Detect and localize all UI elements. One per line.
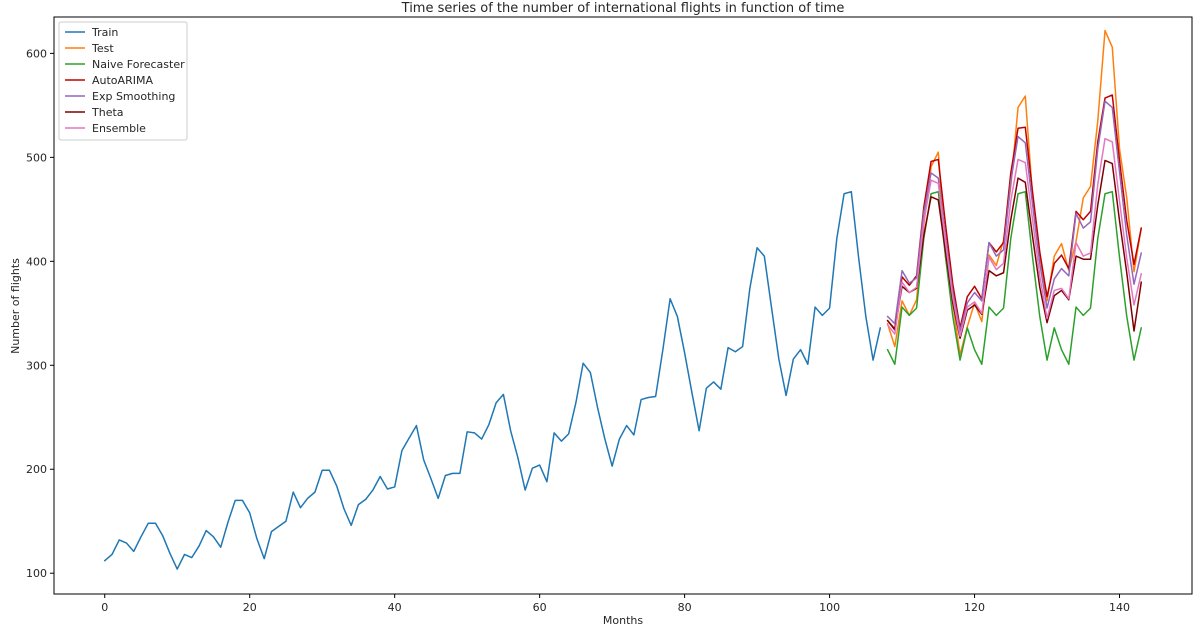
x-tick-label: 120 xyxy=(964,601,985,614)
x-tick-label: 100 xyxy=(819,601,840,614)
x-tick-label: 0 xyxy=(101,601,108,614)
x-tick-label: 80 xyxy=(678,601,692,614)
series-line-theta xyxy=(886,159,1143,339)
legend-label: AutoARIMA xyxy=(92,74,153,87)
y-tick-label: 600 xyxy=(26,47,47,60)
series-line-naive-forecaster xyxy=(886,190,1143,365)
y-tick-label: 500 xyxy=(26,151,47,164)
legend-label: Naive Forecaster xyxy=(92,58,185,71)
legend-label: Exp Smoothing xyxy=(92,90,175,103)
chart-title: Time series of the number of internation… xyxy=(401,1,845,16)
series-line-ensemble xyxy=(886,137,1143,337)
x-tick-label: 60 xyxy=(533,601,547,614)
y-axis-title: Number of flights xyxy=(9,258,22,354)
axes: 0 20 40 60 80 100 120 140 100 200 300 400 500 600 xyxy=(26,16,1193,614)
y-tick-label: 300 xyxy=(26,359,47,372)
legend-label: Test xyxy=(91,42,114,55)
x-axis-title: Months xyxy=(603,614,643,627)
series-line-exp-smoothing xyxy=(886,100,1143,332)
x-tick-label: 140 xyxy=(1109,601,1130,614)
legend: Train Test Naive Forecaster AutoARIMA Exp Sm… xyxy=(58,21,188,141)
legend-frame xyxy=(58,21,188,141)
legend-label: Train xyxy=(91,26,118,39)
y-tick-label: 400 xyxy=(26,255,47,268)
y-tick-label: 100 xyxy=(26,567,47,580)
legend-label: Theta xyxy=(91,106,124,119)
x-tick-label: 40 xyxy=(388,601,402,614)
y-tick-label: 200 xyxy=(26,463,47,476)
series-line-autoarima xyxy=(886,94,1143,330)
series-lines xyxy=(103,29,1143,570)
plot-frame xyxy=(53,16,1193,595)
legend-label: Ensemble xyxy=(92,122,146,135)
x-tick-label: 20 xyxy=(243,601,257,614)
series-line-train xyxy=(103,190,882,570)
